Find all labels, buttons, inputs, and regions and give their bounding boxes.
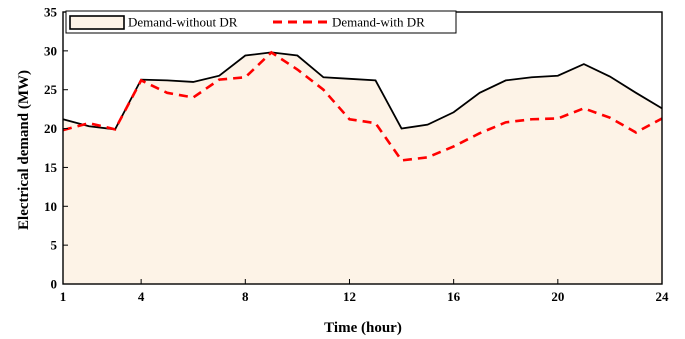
x-tick-label: 24 (656, 289, 670, 304)
x-tick-label: 4 (138, 289, 145, 304)
y-tick-label: 0 (51, 277, 58, 292)
legend-label-with-dr: Demand-with DR (332, 15, 425, 30)
y-tick-label: 15 (44, 160, 58, 175)
line-demand-without-dr (62, 51, 663, 131)
y-tick-label: 25 (44, 82, 58, 97)
y-axis-title: Electrical demand (MW) (16, 70, 32, 230)
x-axis-ticks: 1 4 8 12 16 20 24 (60, 279, 669, 304)
x-tick-label: 16 (447, 289, 461, 304)
y-tick-label: 30 (44, 43, 57, 58)
x-axis-title: Time (hour) (324, 320, 402, 336)
x-tick-label: 8 (242, 289, 249, 304)
legend: Demand-without DR Demand-with DR (65, 10, 457, 34)
x-tick-label: 20 (551, 289, 564, 304)
y-tick-label: 20 (44, 121, 57, 136)
area-demand-without-dr (63, 52, 662, 284)
y-tick-label: 10 (44, 199, 57, 214)
legend-swatch-without-dr (69, 15, 125, 30)
legend-box (65, 10, 457, 34)
y-axis-ticks: 0 5 10 15 20 25 30 35 (44, 5, 68, 292)
x-tick-label: 12 (343, 289, 356, 304)
y-tick-label: 5 (51, 238, 58, 253)
line-demand-with-dr (62, 50, 663, 162)
plot-area (62, 50, 663, 284)
y-tick-label: 35 (44, 5, 58, 20)
x-tick-label: 1 (60, 289, 67, 304)
legend-label-without-dr: Demand-without DR (128, 15, 238, 30)
